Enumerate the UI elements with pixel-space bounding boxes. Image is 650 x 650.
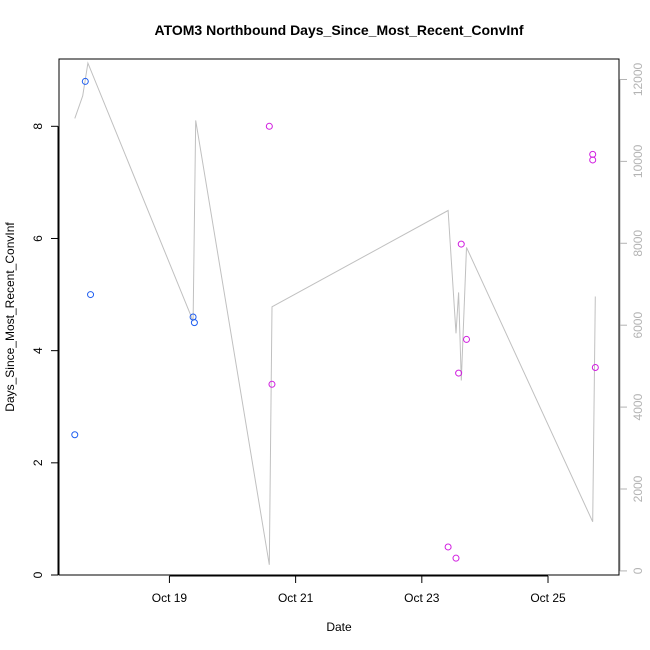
right-y-tick-label: 6000	[631, 312, 645, 339]
y-tick-label: 6	[31, 235, 45, 242]
line-series-layer	[74, 61, 596, 565]
right-y-tick-label: 8000	[631, 230, 645, 257]
y-axis: 0 2 4 6 8	[31, 123, 59, 578]
x-tick-label: Oct 19	[152, 591, 188, 605]
data-point	[455, 369, 463, 377]
data-point	[452, 554, 460, 562]
right-y-axis: 0 2000 4000 6000 8000 10000 12000	[619, 62, 645, 574]
x-tick-label: Oct 25	[530, 591, 566, 605]
right-y-tick-label: 0	[631, 567, 645, 574]
right-y-tick-label: 2000	[631, 475, 645, 502]
right-y-tick-label: 10000	[631, 144, 645, 178]
right-y-tick-label: 4000	[631, 393, 645, 420]
data-point	[81, 77, 89, 85]
x-tick-label: Oct 23	[404, 591, 440, 605]
point-series-layer	[71, 77, 599, 562]
x-tick-label: Oct 21	[278, 591, 314, 605]
y-tick-label: 4	[31, 347, 45, 354]
plot-frame	[58, 58, 620, 576]
x-axis-label: Date	[326, 620, 352, 634]
data-point	[589, 150, 597, 158]
data-point	[268, 380, 276, 388]
chart-title: ATOM3 Northbound Days_Since_Most_Recent_…	[155, 22, 524, 38]
x-axis: Oct 19 Oct 21 Oct 23 Oct 25	[152, 575, 566, 605]
data-point	[71, 431, 79, 439]
y-tick-label: 0	[31, 571, 45, 578]
data-point	[463, 335, 471, 343]
y-tick-label: 8	[31, 123, 45, 130]
data-point	[265, 122, 273, 130]
data-point	[589, 156, 597, 164]
data-point	[457, 240, 465, 248]
y-tick-label: 2	[31, 459, 45, 466]
right-y-tick-label: 12000	[631, 62, 645, 96]
data-point	[444, 543, 452, 551]
series-line	[74, 61, 596, 565]
y-axis-label: Days_Since_Most_Recent_ConvInf	[3, 222, 17, 412]
data-point	[591, 363, 599, 371]
data-point	[190, 319, 198, 327]
data-point	[87, 291, 95, 299]
